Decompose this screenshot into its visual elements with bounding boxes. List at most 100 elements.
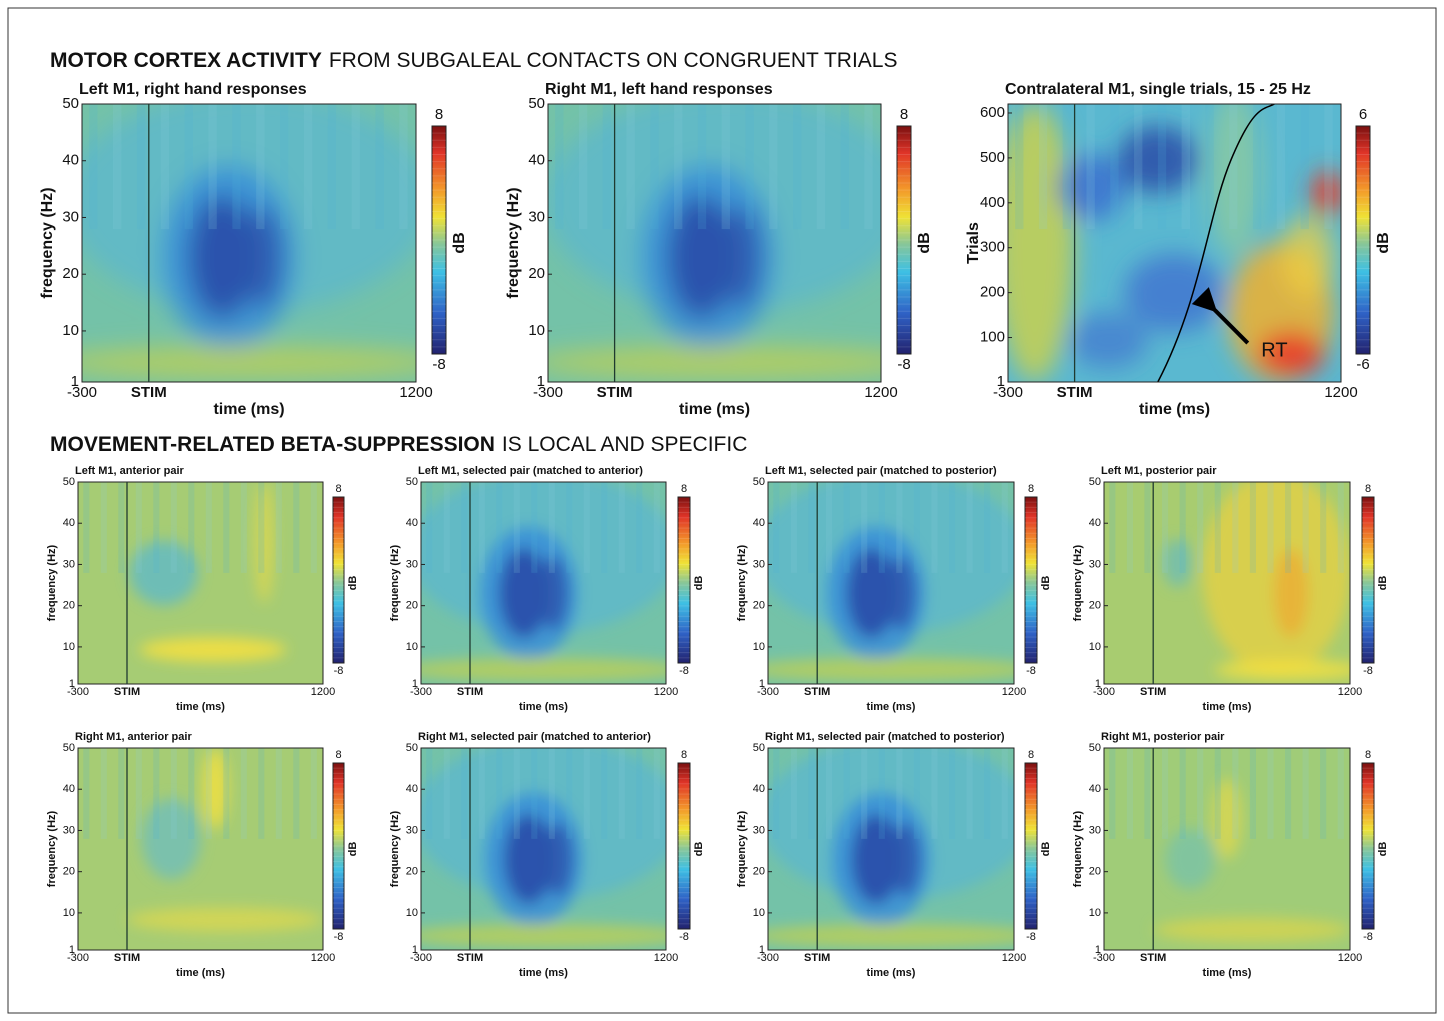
x-axis-label: time (ms) bbox=[1203, 701, 1252, 713]
heatmap-streak bbox=[293, 748, 300, 839]
y-tick-label: 1 bbox=[69, 944, 75, 956]
heatmap-streak bbox=[1062, 104, 1072, 230]
heatmap-blob bbox=[1281, 215, 1335, 299]
plot-frame bbox=[1103, 747, 1351, 951]
x-tick-label: 1200 bbox=[864, 384, 897, 401]
heatmap-streak bbox=[808, 748, 815, 839]
heatmap-streak bbox=[1267, 482, 1274, 573]
y-tick-label: 40 bbox=[62, 152, 79, 169]
y-tick-label: 40 bbox=[406, 517, 418, 529]
heatmap-streak bbox=[205, 482, 212, 573]
y-tick-label: 30 bbox=[1089, 824, 1101, 836]
heatmap-streak bbox=[258, 748, 265, 839]
plot-frame bbox=[1103, 481, 1351, 685]
heatmap-streak bbox=[1302, 482, 1309, 573]
heatmap-blobs bbox=[127, 748, 323, 932]
heatmap-blob bbox=[141, 798, 201, 880]
heatmap-streak bbox=[566, 482, 573, 573]
heatmap-streak bbox=[153, 482, 160, 573]
heatmap-streak bbox=[636, 482, 643, 573]
heatmap-streak bbox=[443, 748, 450, 839]
heatmap-streak bbox=[1157, 104, 1167, 230]
heatmap-streak bbox=[1001, 748, 1008, 839]
rt-label: RT bbox=[1261, 340, 1287, 362]
heatmap-streak bbox=[966, 748, 973, 839]
stim-label: STIM bbox=[804, 952, 830, 964]
heatmap-blob bbox=[1212, 778, 1242, 860]
heatmap-streak bbox=[618, 748, 625, 839]
heatmap-streak bbox=[555, 104, 564, 230]
y-axis-label: Trials bbox=[965, 222, 982, 264]
heatmap-streak bbox=[135, 748, 142, 839]
colorbar-tick-label: -8 bbox=[679, 665, 689, 677]
heatmap-streak bbox=[721, 104, 730, 230]
heatmap-streak bbox=[184, 104, 193, 230]
colorbar-label: dB bbox=[451, 232, 468, 253]
heatmap-streak bbox=[461, 482, 468, 573]
stim-label: STIM bbox=[457, 952, 483, 964]
y-tick-label: 1 bbox=[759, 944, 765, 956]
section-title-bold: MOVEMENT-RELATED BETA-SUPPRESSION bbox=[50, 433, 495, 456]
x-tick-label: 1200 bbox=[654, 686, 678, 698]
heatmap-streak bbox=[426, 748, 433, 839]
heatmap-streak bbox=[548, 482, 555, 573]
y-axis-label: frequency (Hz) bbox=[389, 810, 401, 887]
heatmap-blobs bbox=[129, 482, 287, 662]
y-tick-label: 500 bbox=[980, 149, 1005, 166]
heatmap-streak bbox=[1086, 104, 1095, 230]
heatmap-streak bbox=[653, 748, 660, 839]
y-tick-label: 20 bbox=[406, 866, 418, 878]
heatmap-streak bbox=[878, 482, 885, 573]
heatmap-streak bbox=[602, 104, 612, 230]
heatmap-streak bbox=[931, 482, 938, 573]
heatmap-streak bbox=[601, 748, 608, 839]
heatmap-blob bbox=[846, 548, 896, 638]
heatmap-streak bbox=[113, 104, 122, 230]
y-tick-label: 600 bbox=[980, 104, 1005, 121]
y-axis-label: frequency (Hz) bbox=[46, 544, 58, 621]
heatmap-streak bbox=[790, 482, 797, 573]
heatmap-blob bbox=[1257, 331, 1325, 377]
colorbar-label: dB bbox=[693, 842, 705, 857]
heatmap-streak bbox=[548, 748, 555, 839]
colorbar-label: dB bbox=[1375, 232, 1392, 253]
heatmap-blob bbox=[851, 814, 901, 904]
heatmap-streak bbox=[240, 482, 247, 573]
y-tick-label: 40 bbox=[63, 517, 75, 529]
y-tick-label: 1 bbox=[412, 944, 418, 956]
heatmap-streak bbox=[240, 748, 247, 839]
y-tick-label: 1 bbox=[71, 373, 79, 390]
y-tick-label: 40 bbox=[753, 783, 765, 795]
heatmap-streak bbox=[531, 482, 538, 573]
y-tick-label: 30 bbox=[753, 824, 765, 836]
y-tick-label: 20 bbox=[63, 600, 75, 612]
colorbar-label: dB bbox=[916, 232, 933, 253]
y-tick-label: 30 bbox=[753, 558, 765, 570]
y-tick-label: 1 bbox=[537, 373, 545, 390]
heatmap-streak bbox=[275, 748, 282, 839]
heatmap-streak bbox=[1267, 748, 1274, 839]
heatmap-blob bbox=[1165, 828, 1215, 890]
x-tick-label: 1200 bbox=[311, 952, 335, 964]
heatmap-blob bbox=[421, 923, 666, 948]
y-tick-label: 40 bbox=[406, 783, 418, 795]
heatmap-streak bbox=[1179, 748, 1186, 839]
heatmap-streak bbox=[1284, 748, 1292, 839]
colorbar-tick-label: -8 bbox=[679, 931, 689, 943]
heatmap-streak bbox=[653, 482, 660, 573]
heatmap-streak bbox=[1109, 482, 1116, 573]
y-tick-label: 30 bbox=[406, 558, 418, 570]
heatmap-streak bbox=[1232, 748, 1239, 839]
heatmap-streak bbox=[1320, 482, 1327, 573]
heatmap-blob bbox=[242, 206, 283, 307]
heatmap-streak bbox=[1276, 104, 1286, 230]
heatmap-blob bbox=[82, 345, 416, 380]
section-title-bold: MOTOR CORTEX ACTIVITY bbox=[50, 49, 322, 72]
heatmap-streak bbox=[1038, 104, 1048, 230]
heatmap-streak bbox=[310, 748, 317, 839]
heatmap-blobs bbox=[421, 748, 666, 948]
x-tick-label: -300 bbox=[410, 952, 432, 964]
colorbar-tick-label: -8 bbox=[334, 931, 344, 943]
colorbar-tick-label: 8 bbox=[435, 106, 443, 123]
